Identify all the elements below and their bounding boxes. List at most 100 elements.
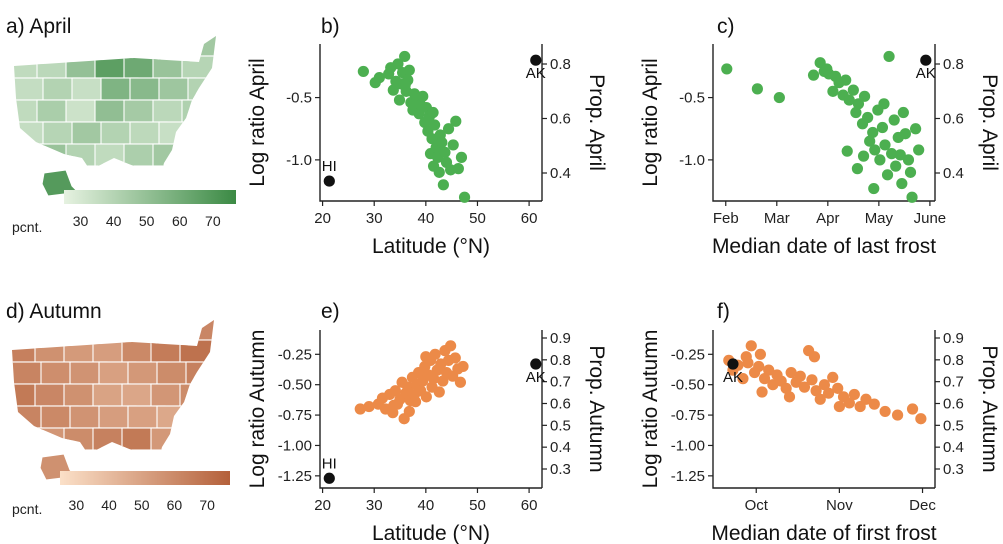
data-point <box>798 381 811 393</box>
x-tick-label: Nov <box>826 497 853 514</box>
x-axis-title: Median date of last frost <box>712 235 936 258</box>
data-point <box>389 385 401 397</box>
y-right-axis-title: Prop. April <box>585 74 608 171</box>
y-right-axis-title: Prop. Autumn <box>585 345 608 472</box>
data-point <box>427 373 440 385</box>
axis-left-bottom <box>712 44 935 202</box>
x-tick-label: 20 <box>314 210 331 227</box>
legend-tick-label: 40 <box>101 497 117 513</box>
map-state <box>12 427 44 451</box>
data-point <box>899 128 912 140</box>
map-state <box>187 36 216 57</box>
data-point <box>754 348 766 360</box>
data-point <box>436 136 448 149</box>
legend-tick-label: 30 <box>69 497 85 513</box>
map-state <box>179 339 214 363</box>
data-point <box>439 146 451 159</box>
y-right-tick-label: 0.9 <box>943 330 964 347</box>
y-right-tick-label: 0.6 <box>943 396 964 413</box>
highlight-point-ak <box>530 358 542 370</box>
data-point <box>878 98 890 110</box>
data-point <box>881 169 894 181</box>
data-point <box>429 348 441 360</box>
legend-tick-label: 50 <box>139 213 155 229</box>
data-point <box>785 366 797 379</box>
map-state <box>181 99 216 123</box>
data-point <box>437 375 449 387</box>
y-right-tick-label: 0.8 <box>550 56 571 73</box>
x-tick-label: 40 <box>417 210 434 227</box>
us-map-autumn <box>12 320 214 483</box>
map-state <box>185 405 214 429</box>
data-point <box>455 151 468 163</box>
legend-title-autumn: pcnt. <box>12 501 42 517</box>
data-point <box>457 360 469 373</box>
y-right-axis-title: Prop. Autumn <box>978 345 1001 472</box>
y-tick-label: -1.0 <box>679 152 705 169</box>
data-point <box>860 393 872 405</box>
highlight-label-hi: HI <box>322 158 337 175</box>
y-axis-title: Log ratio April <box>246 58 269 186</box>
highlight-label-ak: AK <box>916 65 936 82</box>
y-right-tick-label: 0.9 <box>550 330 571 347</box>
data-point <box>745 340 757 352</box>
y-right-axis-title: Prop. April <box>978 74 1001 171</box>
data-point <box>841 145 853 157</box>
y-axis-title: Log ratio Autumn <box>246 330 269 489</box>
map-state <box>158 121 197 145</box>
scatter-e: 20 30 40 50 60 -0.25 -0.50 -0.75 -1.00 -1.25 0.9 0.… <box>246 330 608 544</box>
data-point <box>403 405 415 418</box>
data-point <box>894 149 906 161</box>
x-tick-label: 30 <box>366 497 383 514</box>
data-point <box>450 115 462 127</box>
highlight-label-ak: AK <box>526 369 546 386</box>
data-point <box>458 191 471 203</box>
data-point <box>388 399 400 411</box>
map-state <box>150 427 189 451</box>
data-point <box>449 352 461 364</box>
y-right-tick-label: 0.6 <box>943 111 964 128</box>
data-point <box>868 398 880 410</box>
y-tick-label: -1.25 <box>278 468 312 485</box>
data-point <box>399 50 411 63</box>
data-point <box>357 65 369 78</box>
data-point <box>864 135 876 147</box>
data-point <box>851 163 864 175</box>
data-point <box>876 121 889 134</box>
legend-ticks-april: 30 40 50 60 70 <box>73 213 221 229</box>
legend-colorbar-april <box>64 190 236 204</box>
x-tick-label: 20 <box>314 497 331 514</box>
x-axis-title: Latitude (°N) <box>372 522 490 544</box>
data-point <box>858 90 871 102</box>
highlight-label-hi: HI <box>322 455 337 472</box>
y-right-tick-label: 0.8 <box>943 56 964 73</box>
data-point <box>843 397 855 409</box>
data-point <box>807 69 820 81</box>
panel-label-e: e) <box>321 300 340 323</box>
axis-left-bottom <box>319 330 542 489</box>
data-point <box>850 106 862 119</box>
map-state <box>158 36 197 57</box>
legend-tick-label: 70 <box>205 213 221 229</box>
data-point <box>868 182 880 195</box>
map-state <box>179 383 214 407</box>
map-state <box>14 143 46 167</box>
data-point <box>883 50 895 63</box>
data-point <box>420 391 432 403</box>
legend-colorbar-autumn <box>60 471 230 485</box>
y-right-tick-label: 0.7 <box>943 374 964 391</box>
data-point <box>822 387 835 399</box>
data-point <box>737 373 749 385</box>
data-point <box>427 106 439 119</box>
map-state <box>185 320 214 341</box>
data-point <box>910 123 922 135</box>
y-tick-label: -0.50 <box>278 377 312 394</box>
us-map-april <box>14 36 216 199</box>
data-point <box>354 403 366 415</box>
legend-tick-label: 50 <box>134 497 150 513</box>
y-right-tick-label: 0.5 <box>943 417 964 434</box>
map-state <box>187 77 216 101</box>
y-tick-label: -0.25 <box>278 346 312 363</box>
map-state <box>98 320 137 341</box>
data-point <box>783 391 796 403</box>
